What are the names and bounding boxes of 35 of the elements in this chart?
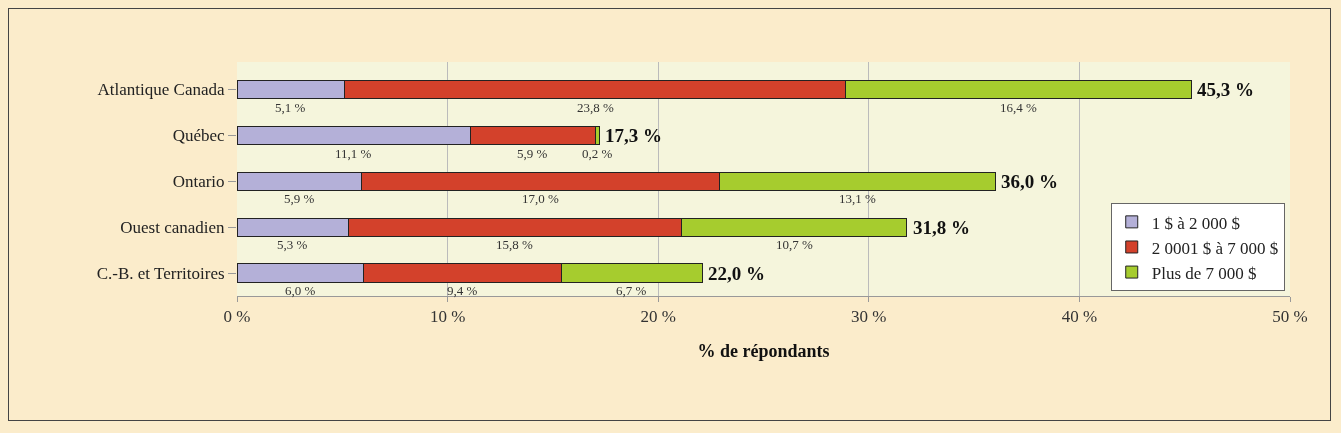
data-label: 10,7 %: [776, 237, 813, 252]
data-label: 5,3 %: [277, 237, 308, 252]
data-label: 11,1 %: [335, 146, 372, 161]
data-label: 16,4 %: [1000, 100, 1037, 115]
total-label: 31,8 %: [913, 217, 970, 238]
data-label: 6,0 %: [285, 283, 316, 298]
legend-label: 2 0001 $ à 7 000 $: [1151, 238, 1279, 258]
x-tick-label: 40 %: [1061, 307, 1098, 327]
x-tick-label: 10 %: [429, 307, 466, 327]
data-label: 5,9 %: [284, 191, 315, 206]
data-label: 23,8 %: [577, 100, 614, 115]
total-label: 22,0 %: [708, 263, 765, 284]
x-tick-label: 30 %: [851, 307, 887, 327]
data-label: 15,8 %: [496, 237, 533, 252]
data-label: 17,0 %: [522, 191, 559, 206]
total-label: 17,3 %: [605, 125, 662, 146]
x-tick-label: 0 %: [223, 307, 251, 327]
data-label: 13,1 %: [839, 191, 876, 206]
x-tick-label: 50 %: [1272, 307, 1308, 327]
data-label: 9,4 %: [447, 283, 478, 298]
y-tick-label: Atlantique Canada: [97, 80, 226, 100]
total-label: 45,3 %: [1197, 79, 1254, 100]
data-label: 0,2 %: [582, 146, 613, 161]
x-axis-title: % de répondants: [697, 340, 830, 361]
data-label: 5,1 %: [275, 100, 306, 115]
x-tick-label: 20 %: [640, 307, 676, 327]
y-tick-label: Québec: [172, 126, 226, 146]
data-label: 5,9 %: [517, 146, 548, 161]
y-tick-label: C.-B. et Territoires: [96, 264, 225, 284]
data-label: 6,7 %: [616, 283, 647, 298]
y-tick-label: Ontario: [172, 172, 225, 192]
total-label: 36,0 %: [1001, 171, 1058, 192]
legend-label: Plus de 7 000 $: [1151, 263, 1257, 283]
y-tick-label: Ouest canadien: [120, 218, 226, 238]
legend-label: 1 $ à 2 000 $: [1151, 213, 1241, 233]
